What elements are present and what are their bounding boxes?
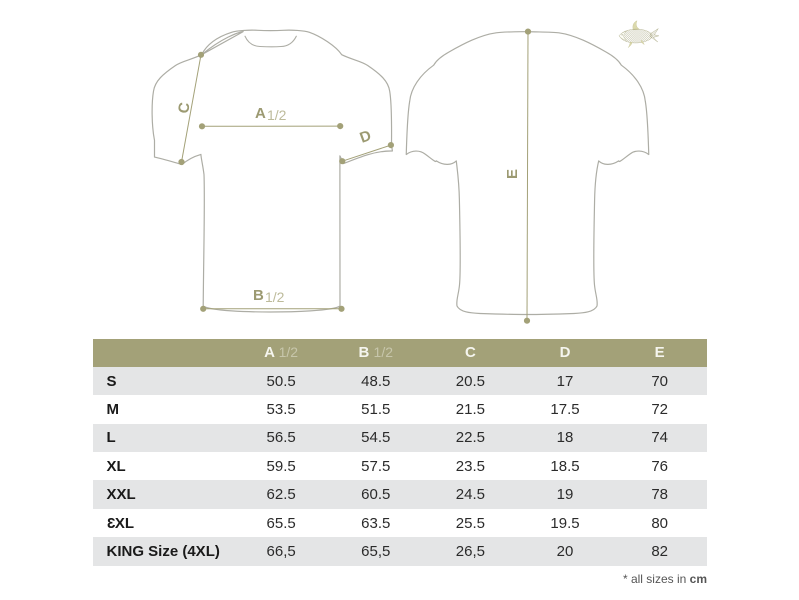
svg-text:E: E <box>504 169 521 179</box>
svg-text:D: D <box>358 127 374 147</box>
svg-text:1/2: 1/2 <box>267 107 287 123</box>
svg-text:C: C <box>175 101 194 115</box>
svg-text:B: B <box>253 287 264 304</box>
svg-text:1/2: 1/2 <box>265 289 285 305</box>
svg-text:A: A <box>255 105 266 122</box>
